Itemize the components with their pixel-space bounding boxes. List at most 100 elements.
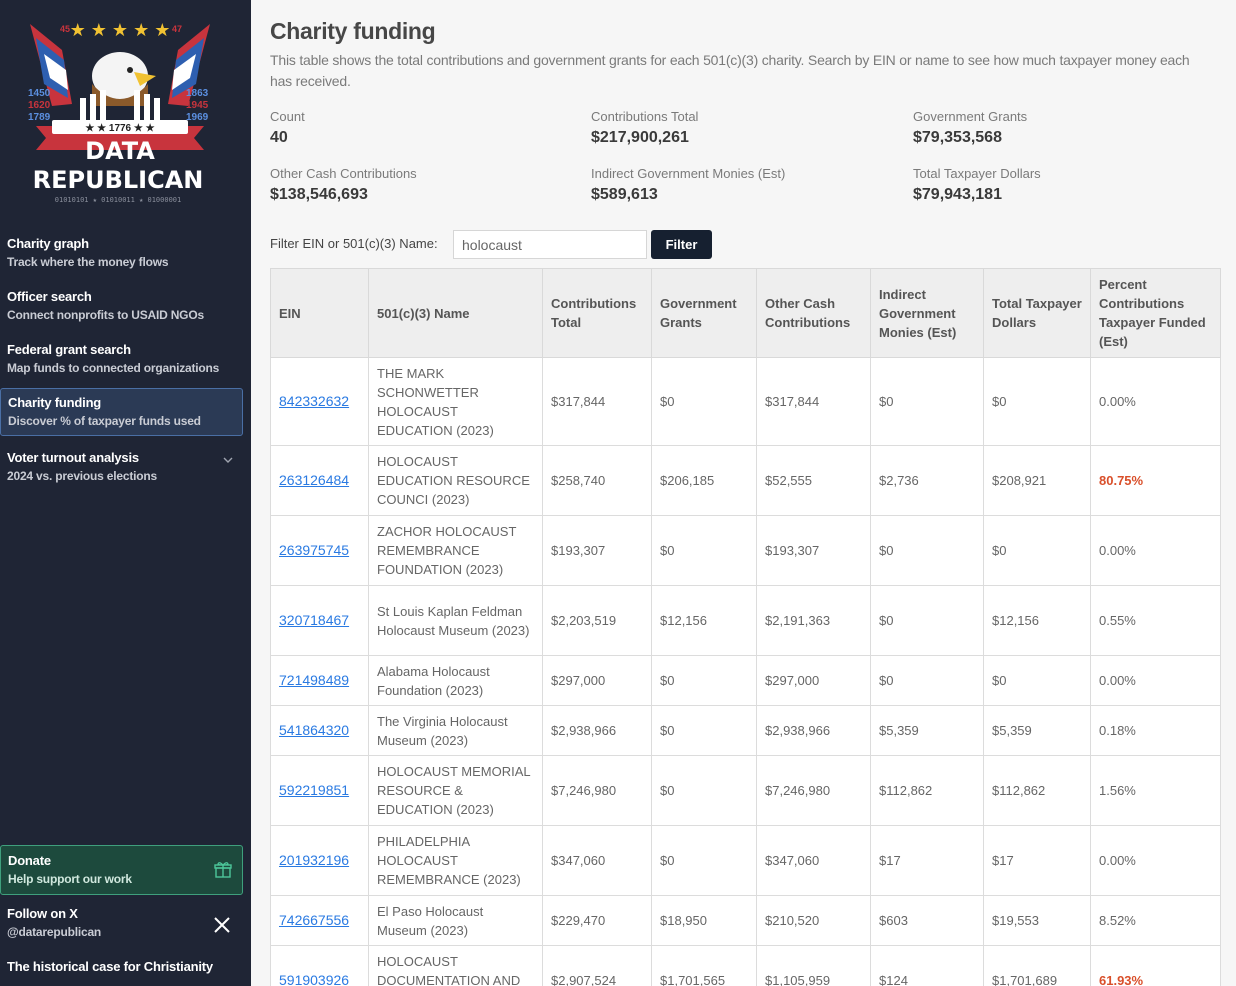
ein-cell: 742667556 [270,895,369,946]
taxpayer-cell: $5,359 [983,705,1091,756]
sidebar-item-title: The historical case for Christianity [7,959,213,974]
logo-top-left: 45 [60,24,70,34]
table-row: 742667556 El Paso Holocaust Museum (2023)… [270,895,1221,946]
indirect-cell: $5,359 [870,705,984,756]
grants-cell: $18,950 [651,895,757,946]
table-row: 263975745 ZACHOR HOLOCAUST REMEMBRANCE FO… [270,515,1221,586]
table-row: 541864320 The Virginia Holocaust Museum (… [270,705,1221,756]
stat-label: Government Grants [913,109,1028,124]
table-row: 721498489 Alabama Holocaust Foundation (2… [270,655,1221,706]
logo-left-year-3: 1789 [28,112,51,123]
stat-label: Contributions Total [591,109,699,124]
column-header[interactable]: Government Grants [651,268,757,358]
indirect-cell: $124 [870,945,984,986]
name-cell: HOLOCAUST DOCUMENTATION AND EDUCATION (2… [368,945,543,986]
column-header[interactable]: EIN [270,268,369,358]
grants-cell: $1,701,565 [651,945,757,986]
column-header[interactable]: 501(c)(3) Name [368,268,543,358]
sidebar-item-subtitle: Discover % of taxpayer funds used [8,414,201,428]
sidebar-item-officer-search[interactable]: Officer search Connect nonprofits to USA… [0,288,243,324]
chevron-down-icon[interactable] [223,455,233,465]
percent-cell: 61.93% [1090,945,1221,986]
follow-on-x-link[interactable]: Follow on X @datarepublican [0,905,243,941]
ein-link[interactable]: 842332632 [279,393,350,409]
sidebar-item-title: Charity graph [7,236,89,251]
table-row: 263126484 HOLOCAUST EDUCATION RESOURCE CO… [270,445,1221,516]
donate-button[interactable]: Donate Help support our work [0,845,243,895]
ein-cell: 263126484 [270,445,369,516]
other-cash-cell: $297,000 [756,655,871,706]
sidebar-item-title: Voter turnout analysis [7,450,139,465]
logo-year-banner: ★ ★ 1776 ★ ★ [85,123,154,134]
ein-cell: 201932196 [270,825,369,896]
taxpayer-cell: $0 [983,515,1091,586]
ein-cell: 592219851 [270,755,369,826]
ein-link[interactable]: 592219851 [279,782,350,798]
taxpayer-cell: $17 [983,825,1091,896]
ein-link[interactable]: 320718467 [279,612,350,628]
sidebar-item-subtitle: Map funds to connected organizations [7,361,220,375]
filter-button[interactable]: Filter [651,230,712,259]
contributions-cell: $229,470 [542,895,652,946]
data-republican-logo[interactable]: ★ ★ ★ ★ ★ 45 47 1450 1620 1789 1863 1945… [22,14,218,209]
column-header[interactable]: Percent Contributions Taxpayer Funded (E… [1090,268,1221,358]
ein-link[interactable]: 263126484 [279,472,350,488]
ein-link[interactable]: 721498489 [279,672,350,688]
table-body: 842332632 THE MARK SCHONWETTER HOLOCAUST … [270,357,1221,986]
grants-cell: $0 [651,515,757,586]
grants-cell: $0 [651,705,757,756]
contributions-cell: $7,246,980 [542,755,652,826]
stat-indirect-monies: Indirect Government Monies (Est) $589,61… [591,165,891,206]
percent-cell: 80.75% [1090,445,1221,516]
taxpayer-cell: $208,921 [983,445,1091,516]
filter-input[interactable] [453,230,647,259]
donate-title: Donate [8,853,51,868]
charity-table: EIN 501(c)(3) Name Contributions Total Gove… [270,268,1221,986]
sidebar-item-charity-graph[interactable]: Charity graph Track where the money flow… [0,235,243,271]
column-header[interactable]: Other Cash Contributions [756,268,871,358]
indirect-cell: $603 [870,895,984,946]
ein-cell: 541864320 [270,705,369,756]
filter-label: Filter EIN or 501(c)(3) Name: [270,236,438,251]
indirect-cell: $0 [870,515,984,586]
sidebar-item-federal-grant-search[interactable]: Federal grant search Map funds to connec… [0,341,243,377]
ein-link[interactable]: 201932196 [279,852,350,868]
sidebar-item-subtitle: Track where the money flows [7,255,169,269]
sidebar-item-voter-turnout[interactable]: Voter turnout analysis 2024 vs. previous… [0,449,243,485]
contributions-cell: $297,000 [542,655,652,706]
taxpayer-cell: $0 [983,655,1091,706]
column-header[interactable]: Indirect Government Monies (Est) [870,268,984,358]
column-header[interactable]: Contributions Total [542,268,652,358]
table-row: 842332632 THE MARK SCHONWETTER HOLOCAUST … [270,357,1221,446]
name-cell: The Virginia Holocaust Museum (2023) [368,705,543,756]
svg-text:★ ★ ★ ★ ★: ★ ★ ★ ★ ★ [70,20,171,40]
ein-link[interactable]: 263975745 [279,542,350,558]
stat-value: $217,900,261 [591,129,689,146]
other-cash-cell: $7,246,980 [756,755,871,826]
other-cash-cell: $52,555 [756,445,871,516]
grants-cell: $12,156 [651,585,757,656]
column-header[interactable]: Total Taxpayer Dollars [983,268,1091,358]
logo-left-year-1: 1450 [28,88,51,99]
ein-link[interactable]: 541864320 [279,722,350,738]
logo-right-year-3: 1969 [186,112,209,123]
logo-line-2: REPUBLICAN [33,166,204,194]
ein-link[interactable]: 591903926 [279,972,350,986]
stat-other-cash: Other Cash Contributions $138,546,693 [270,165,570,206]
stat-value: $138,546,693 [270,186,368,203]
sidebar-item-charity-funding[interactable]: Charity funding Discover % of taxpayer f… [0,388,243,436]
percent-cell: 0.00% [1090,357,1221,446]
page-title: Charity funding [270,18,436,44]
stat-value: $589,613 [591,186,658,203]
name-cell: HOLOCAUST EDUCATION RESOURCE COUNCI (202… [368,445,543,516]
indirect-cell: $112,862 [870,755,984,826]
grants-cell: $0 [651,357,757,446]
sidebar-item-historical-case[interactable]: The historical case for Christianity [0,958,243,976]
x-logo-icon [214,917,230,933]
stat-label: Indirect Government Monies (Est) [591,166,786,181]
indirect-cell: $17 [870,825,984,896]
name-cell: ZACHOR HOLOCAUST REMEMBRANCE FOUNDATION … [368,515,543,586]
ein-link[interactable]: 742667556 [279,912,350,928]
other-cash-cell: $193,307 [756,515,871,586]
indirect-cell: $0 [870,655,984,706]
